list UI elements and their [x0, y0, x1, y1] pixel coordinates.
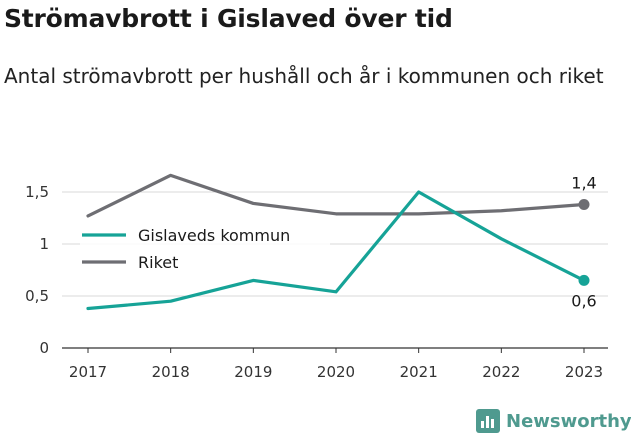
x-tick-label: 2017 [69, 363, 107, 381]
series-line-riket [86, 173, 586, 218]
end-point-gislaved [578, 274, 590, 286]
legend-backdrop [80, 254, 330, 272]
y-tick-label: 1,5 [25, 183, 49, 201]
line-chart: 0 0,5 1 1,5 2017 2018 2019 2020 2021 2022 2023 1,4 0… [25, 173, 608, 381]
legend-backdrop [80, 227, 330, 245]
brand-name: Newsworthy [506, 410, 631, 432]
y-tick-label: 0,5 [25, 287, 49, 305]
newsworthy-logo: Newsworthy [476, 409, 631, 433]
chart-title: Strömavbrott i Gislaved över tid [4, 4, 453, 33]
x-tick-label: 2022 [482, 363, 520, 381]
bar-chart-icon [476, 409, 500, 433]
chart-subtitle: Antal strömavbrott per hushåll och år i … [4, 64, 604, 88]
legend-label: Riket [138, 253, 178, 272]
x-tick-label: 2020 [317, 363, 355, 381]
legend-label: Gislaveds kommun [138, 226, 290, 245]
x-tick-label: 2018 [152, 363, 190, 381]
end-label-gislaved: 0,6 [571, 291, 596, 310]
x-tick-label: 2019 [234, 363, 272, 381]
end-label-riket: 1,4 [571, 173, 596, 192]
y-tick-label: 0 [39, 339, 49, 357]
y-tick-label: 1 [39, 235, 49, 253]
end-point-riket [578, 198, 590, 210]
series-line-gislaved [86, 190, 586, 311]
x-tick-label: 2023 [565, 363, 603, 381]
x-tick-label: 2021 [400, 363, 438, 381]
